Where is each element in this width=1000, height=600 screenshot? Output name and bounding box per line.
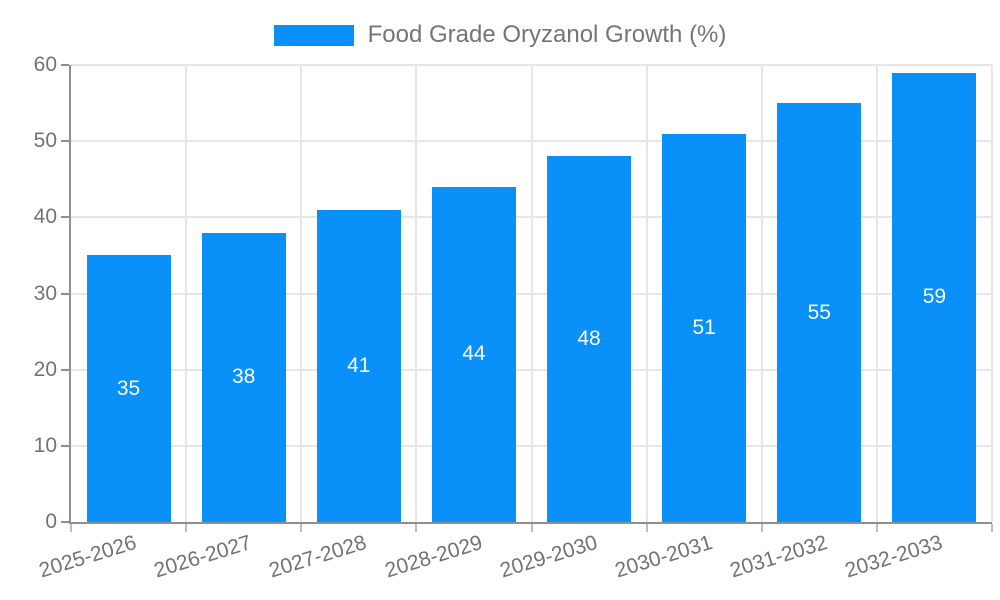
y-axis-tick <box>61 216 69 219</box>
bar-value-label: 35 <box>116 376 141 400</box>
legend-label: Food Grade Oryzanol Growth (%) <box>367 21 727 48</box>
x-axis-tick <box>760 524 763 532</box>
vertical-gridline <box>415 65 418 522</box>
bar[interactable]: 48 <box>547 156 632 522</box>
y-axis-label: 20 <box>33 357 57 381</box>
y-axis-tick <box>61 292 69 295</box>
x-axis-label: 2029-2030 <box>497 531 600 583</box>
x-axis-label: 2026-2027 <box>151 531 255 583</box>
bar[interactable]: 44 <box>431 186 516 522</box>
vertical-gridline <box>185 65 188 522</box>
y-axis-label: 40 <box>33 205 57 229</box>
x-axis-tick <box>991 524 993 532</box>
x-axis-label: 2031-2032 <box>727 531 831 583</box>
x-axis-label: 2025-2026 <box>36 531 140 583</box>
x-axis-tick <box>415 524 418 532</box>
bar[interactable]: 59 <box>892 72 977 522</box>
bar-value-label: 41 <box>347 353 371 377</box>
bar-value-label: 59 <box>922 285 947 309</box>
x-axis-label: 2027-2028 <box>266 531 370 583</box>
bar[interactable]: 51 <box>662 133 747 522</box>
bar-value-label: 44 <box>462 342 486 366</box>
y-axis-tick <box>61 521 69 523</box>
vertical-gridline <box>760 65 763 522</box>
x-axis-tick <box>185 524 188 532</box>
y-axis-label: 30 <box>33 281 57 305</box>
x-axis-tick <box>645 524 648 532</box>
y-axis-tick <box>61 140 69 143</box>
plot-area: 0 10 20 30 40 50 60 35 38 41 44 48 51 55 59 <box>34 54 993 533</box>
bar-value-label: 51 <box>692 315 716 339</box>
y-axis-tick <box>61 368 69 371</box>
bar-value-label: 48 <box>577 327 601 351</box>
y-axis-label: 60 <box>33 53 57 76</box>
bar[interactable]: 55 <box>777 103 862 522</box>
x-axis-tick <box>70 524 72 532</box>
bar[interactable]: 35 <box>86 255 171 522</box>
vertical-gridline <box>875 65 878 522</box>
y-axis-label: 10 <box>33 433 57 457</box>
vertical-gridline <box>991 65 993 522</box>
x-axis-tick <box>875 524 878 532</box>
bar[interactable]: 41 <box>316 209 401 522</box>
bar[interactable]: 38 <box>201 232 286 522</box>
x-axis-label: 2028-2029 <box>381 531 485 583</box>
vertical-gridline <box>530 65 533 522</box>
y-axis-label: 50 <box>33 129 57 153</box>
bar-value-label: 55 <box>807 300 831 324</box>
vertical-gridline <box>645 65 648 522</box>
legend[interactable]: Food Grade Oryzanol Growth (%) <box>0 22 1000 48</box>
x-axis-tick <box>530 524 533 532</box>
bar-value-label: 38 <box>232 365 256 389</box>
y-axis-tick <box>61 444 69 447</box>
legend-swatch <box>273 24 354 46</box>
y-axis-label: 0 <box>45 510 57 533</box>
x-axis-label: 2030-2031 <box>612 531 715 583</box>
vertical-gridline <box>300 65 303 522</box>
y-axis-tick <box>61 64 69 66</box>
x-axis-label: 2032-2033 <box>842 531 946 583</box>
x-axis-tick <box>300 524 303 532</box>
